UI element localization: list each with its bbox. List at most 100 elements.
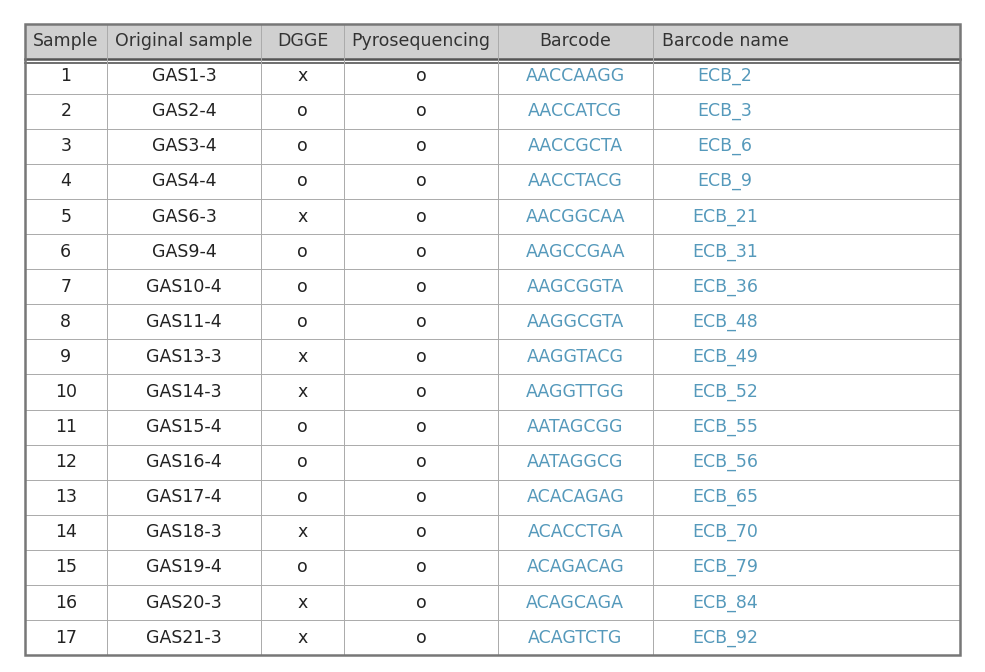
Text: GAS17-4: GAS17-4	[147, 489, 222, 506]
Text: AAGGCGTA: AAGGCGTA	[527, 312, 624, 331]
Text: o: o	[416, 383, 427, 401]
Text: Pyrosequencing: Pyrosequencing	[352, 32, 491, 50]
Text: 15: 15	[55, 558, 77, 577]
Text: GAS11-4: GAS11-4	[147, 312, 222, 331]
Text: o: o	[416, 558, 427, 577]
Text: 2: 2	[60, 102, 71, 120]
Text: ACAGACAG: ACAGACAG	[526, 558, 624, 577]
Text: 6: 6	[60, 243, 71, 261]
Text: 9: 9	[60, 348, 71, 366]
Text: o: o	[297, 278, 308, 296]
Text: GAS3-4: GAS3-4	[152, 137, 217, 155]
Text: ECB_31: ECB_31	[692, 243, 758, 261]
Text: ECB_9: ECB_9	[697, 173, 753, 190]
Bar	[25, 24, 960, 58]
Bar	[25, 234, 960, 269]
Bar	[25, 409, 960, 445]
Text: o: o	[416, 593, 427, 612]
Text: GAS4-4: GAS4-4	[152, 173, 217, 190]
Text: AACCATCG: AACCATCG	[528, 102, 623, 120]
Text: DGGE: DGGE	[277, 32, 328, 50]
Text: 7: 7	[60, 278, 71, 296]
Text: Sample: Sample	[33, 32, 98, 50]
Text: o: o	[416, 312, 427, 331]
Text: ACAGTCTG: ACAGTCTG	[528, 628, 623, 646]
Bar	[25, 445, 960, 480]
Text: o: o	[297, 312, 308, 331]
Text: o: o	[297, 137, 308, 155]
Text: ECB_56: ECB_56	[692, 453, 758, 471]
Text: ECB_49: ECB_49	[692, 348, 758, 366]
Text: ECB_70: ECB_70	[692, 523, 758, 542]
Text: o: o	[416, 489, 427, 506]
Text: AACCTACG: AACCTACG	[528, 173, 623, 190]
Text: o: o	[416, 348, 427, 366]
Text: o: o	[416, 418, 427, 436]
Text: 12: 12	[55, 453, 77, 471]
Text: GAS13-3: GAS13-3	[147, 348, 222, 366]
Text: ECB_48: ECB_48	[692, 312, 757, 331]
Text: ECB_36: ECB_36	[692, 278, 758, 296]
Bar	[25, 269, 960, 304]
Text: ECB_65: ECB_65	[692, 489, 758, 506]
Text: ECB_55: ECB_55	[692, 418, 758, 436]
Text: GAS21-3: GAS21-3	[147, 628, 222, 646]
Text: Barcode: Barcode	[540, 32, 612, 50]
Bar	[25, 58, 960, 93]
Text: 13: 13	[55, 489, 77, 506]
Text: o: o	[297, 489, 308, 506]
Text: AATAGCGG: AATAGCGG	[527, 418, 624, 436]
Text: x: x	[297, 383, 307, 401]
Text: 11: 11	[55, 418, 77, 436]
Text: o: o	[297, 558, 308, 577]
Text: o: o	[297, 173, 308, 190]
Text: x: x	[297, 593, 307, 612]
Text: o: o	[416, 102, 427, 120]
Text: o: o	[416, 208, 427, 226]
Text: ECB_2: ECB_2	[697, 67, 753, 85]
Text: 14: 14	[55, 523, 77, 542]
Bar	[25, 164, 960, 199]
Text: ECB_84: ECB_84	[692, 593, 757, 612]
Bar	[25, 480, 960, 515]
Bar	[25, 585, 960, 620]
Text: o: o	[416, 137, 427, 155]
Text: ECB_21: ECB_21	[692, 208, 758, 226]
Text: 5: 5	[60, 208, 71, 226]
Text: Original sample: Original sample	[115, 32, 253, 50]
Text: o: o	[416, 173, 427, 190]
Text: GAS18-3: GAS18-3	[147, 523, 222, 542]
Text: o: o	[416, 523, 427, 542]
Bar	[25, 129, 960, 164]
Text: 16: 16	[55, 593, 77, 612]
Text: o: o	[416, 278, 427, 296]
Text: ACACAGAG: ACACAGAG	[526, 489, 624, 506]
Text: GAS2-4: GAS2-4	[152, 102, 217, 120]
Text: GAS16-4: GAS16-4	[147, 453, 222, 471]
Text: ACAGCAGA: ACAGCAGA	[526, 593, 624, 612]
Text: GAS14-3: GAS14-3	[147, 383, 222, 401]
Text: GAS1-3: GAS1-3	[152, 67, 217, 85]
Text: ECB_92: ECB_92	[692, 628, 758, 646]
Bar	[25, 620, 960, 655]
Text: 10: 10	[55, 383, 77, 401]
Text: AACCGCTA: AACCGCTA	[528, 137, 623, 155]
Bar	[25, 339, 960, 374]
Text: 3: 3	[60, 137, 71, 155]
Bar	[25, 199, 960, 234]
Text: AATAGGCG: AATAGGCG	[527, 453, 624, 471]
Text: x: x	[297, 348, 307, 366]
Text: ECB_52: ECB_52	[692, 383, 758, 401]
Text: o: o	[297, 418, 308, 436]
Text: 4: 4	[60, 173, 71, 190]
Bar	[25, 374, 960, 409]
Text: x: x	[297, 523, 307, 542]
Text: Barcode name: Barcode name	[662, 32, 788, 50]
Text: AACGGCAA: AACGGCAA	[526, 208, 625, 226]
Bar	[25, 93, 960, 129]
Text: x: x	[297, 67, 307, 85]
Text: AAGCGGTA: AAGCGGTA	[527, 278, 624, 296]
Text: GAS20-3: GAS20-3	[147, 593, 222, 612]
Text: o: o	[416, 628, 427, 646]
Text: GAS6-3: GAS6-3	[152, 208, 217, 226]
